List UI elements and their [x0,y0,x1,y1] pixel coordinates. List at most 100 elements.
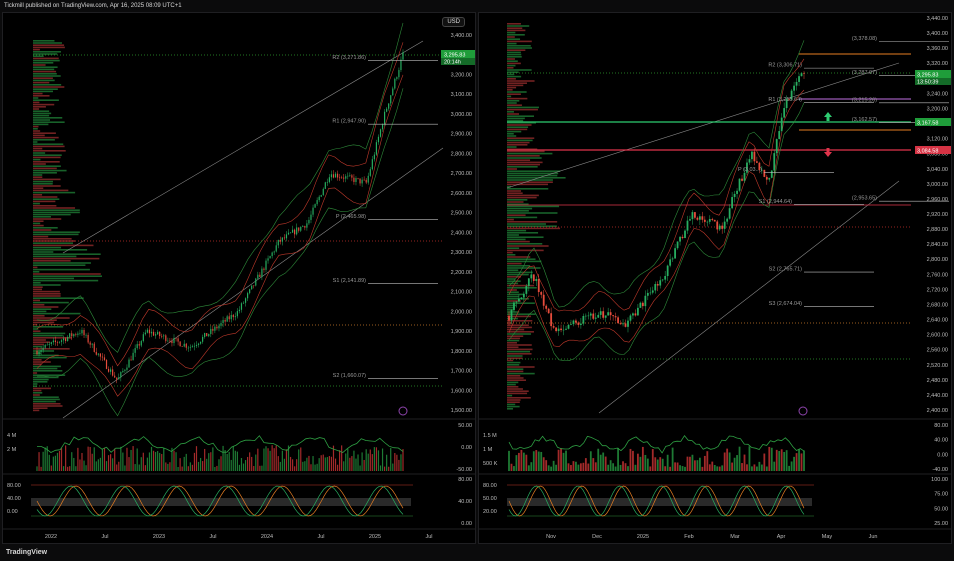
candle-body [790,90,793,100]
left-chart-panel[interactable]: USD R2 (3,271.86) R1 (2,947.90) P (2,465.9… [2,12,476,544]
volume-profile-bar [33,345,43,348]
candle-body [285,234,288,239]
price-tick-label: 2,100.00 [451,290,472,296]
left-alert-icon[interactable] [398,406,408,416]
volume-profile-bar [507,381,519,384]
volume-profile-bar [33,268,90,271]
volume-profile-bar [507,69,532,71]
volume-profile-bar [507,234,519,236]
volume-bar [38,452,40,471]
volume-bar [285,449,288,471]
price-tick-label: 2,680.00 [927,302,948,308]
right-red-tag-text: 3,084.58 [917,149,938,155]
candle-body [572,320,575,325]
volume-profile-bar [507,58,515,60]
price-tick-label: 3,040.00 [927,167,948,173]
candle-body [555,327,558,332]
volume-bar [204,448,206,471]
right-bands [508,40,805,362]
oscillator-right-tick-label: 0.00 [461,521,472,527]
candle-body [183,343,185,347]
volume-bar [236,451,238,471]
candle-body [716,221,719,230]
right-channel-lower [598,180,900,414]
currency-selector[interactable]: USD [442,17,465,27]
volume-bar [681,466,684,471]
candle-body [612,315,615,317]
volume-profile-bar [507,40,532,43]
volume-profile-bar [33,143,64,145]
volume-bar [140,457,142,471]
volume-bar [795,453,798,471]
candle-body [656,284,659,286]
right-chart-canvas[interactable]: (3,378.08) R2 (3,306.71) (3,287.07) R1 (3,2… [479,13,951,543]
volume-profile-bar [507,212,558,214]
volume-profile-bar [507,247,520,249]
volume-bar [351,456,353,471]
volume-bar [602,452,605,471]
volume-bar [152,450,155,471]
volume-bar [116,464,118,471]
candle-body [283,237,286,239]
volume-bar [708,464,711,471]
candle-body [210,328,212,334]
volume-bar [138,464,140,471]
volume-bar [169,462,171,471]
volume-profile-bar [33,374,66,376]
candle-body [255,278,257,286]
band-line [36,74,404,397]
volume-bar [617,447,619,471]
candle-body [597,314,600,318]
volume-bar [261,465,263,471]
volume-bar [666,454,669,471]
volume-bar [793,456,795,471]
volume-right-tick-label: 0.00 [461,445,472,451]
pivot-level-label: (3,287.07) [852,70,877,76]
volume-profile-bar [33,282,41,284]
volume-bar [768,446,771,471]
right-chart-panel[interactable]: (3,378.08) R2 (3,306.71) (3,287.07) R1 (3,2… [478,12,952,544]
volume-bar [279,461,281,471]
volume-profile-bar [33,156,61,159]
volume-bar [572,461,575,471]
volume-profile-bar [507,350,531,353]
volume-bar [107,455,110,471]
volume-bar [291,459,294,471]
volume-profile-bar [33,200,56,203]
volume-bar [52,456,54,471]
volume-profile-bar [507,185,512,188]
volume-bar [698,457,701,471]
tradingview-logo[interactable]: TradingView [6,549,48,556]
volume-tick-label: 500 K [483,461,498,467]
volume-bar [244,460,247,471]
price-tick-label: 3,100.00 [451,92,472,98]
candle-body [758,162,761,171]
candle-body [44,344,46,348]
volume-bar [398,459,400,471]
candle-body [760,169,763,171]
volume-profile-bar [507,62,521,65]
volume-bar [48,454,50,471]
volume-profile-bar [507,183,549,186]
candle-body [234,316,236,318]
price-tick-label: 3,440.00 [927,16,948,22]
volume-profile-bar [507,207,533,210]
volume-bar [755,466,758,471]
left-chart-canvas[interactable]: R2 (3,271.86) R1 (2,947.90) P (2,465.98) S1… [3,13,475,543]
candle-body [686,220,689,231]
candle-body [159,331,161,337]
candle-body [328,177,330,183]
volume-profile-bar [507,34,525,36]
right-alert-icon[interactable] [798,406,808,416]
candle-body [146,329,149,333]
price-tick-label: 1,600.00 [451,388,472,394]
price-tick-label: 2,000.00 [451,309,472,315]
volume-bar [607,464,610,471]
candle-body [130,359,132,361]
candle-body [363,179,365,181]
band-line [36,22,404,353]
price-tick-label: 3,400.00 [451,33,472,39]
volume-profile-bar [33,117,63,119]
volume-bar [320,455,322,471]
volume-profile-bar [33,152,46,154]
